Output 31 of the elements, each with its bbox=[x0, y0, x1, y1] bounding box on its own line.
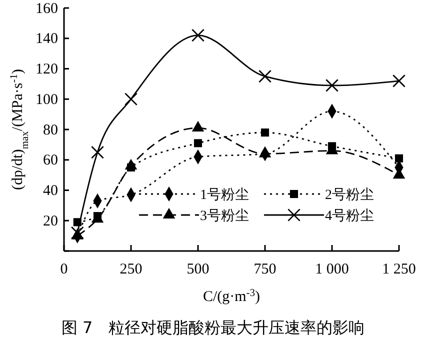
x-axis-title: C/(g·m$^{-3}$) bbox=[202, 288, 260, 305]
text: 图 7 粒径对硬脂酸粉最大升压速率的影响 bbox=[61, 318, 365, 337]
x-tick-label: 0 bbox=[60, 262, 68, 278]
point bbox=[70, 226, 84, 240]
point bbox=[394, 154, 404, 162]
y-tick-label: 80 bbox=[43, 122, 58, 138]
point bbox=[392, 74, 406, 88]
point bbox=[258, 70, 272, 83]
x-tick-label: 250 bbox=[120, 262, 142, 278]
x-tick-label: 750 bbox=[254, 262, 276, 278]
point bbox=[194, 139, 202, 148]
y-tick-label: 140 bbox=[36, 31, 58, 48]
point bbox=[124, 92, 138, 106]
x-tick-label: 1 000 bbox=[315, 262, 349, 278]
point bbox=[191, 28, 205, 42]
legend-label: 3号粉尘 bbox=[200, 208, 249, 224]
x-tick-label: 500 bbox=[186, 262, 210, 278]
legend-label: 2号粉尘 bbox=[325, 186, 374, 203]
y-tick-label: 100 bbox=[36, 92, 58, 108]
legend-label: 4号粉尘 bbox=[325, 208, 374, 224]
y-tick-label: 40 bbox=[43, 183, 58, 200]
y-tick-label: 120 bbox=[36, 62, 58, 78]
x-tick-label: 1 250 bbox=[382, 262, 416, 278]
y-tick-label: 60 bbox=[43, 152, 58, 169]
y-tick-label: 160 bbox=[36, 0, 58, 17]
point bbox=[325, 78, 339, 92]
y-tick-label: 20 bbox=[43, 213, 58, 230]
point bbox=[91, 212, 104, 223]
point bbox=[90, 146, 104, 159]
point bbox=[260, 128, 270, 137]
legend-label: 1号粉尘 bbox=[200, 186, 249, 203]
